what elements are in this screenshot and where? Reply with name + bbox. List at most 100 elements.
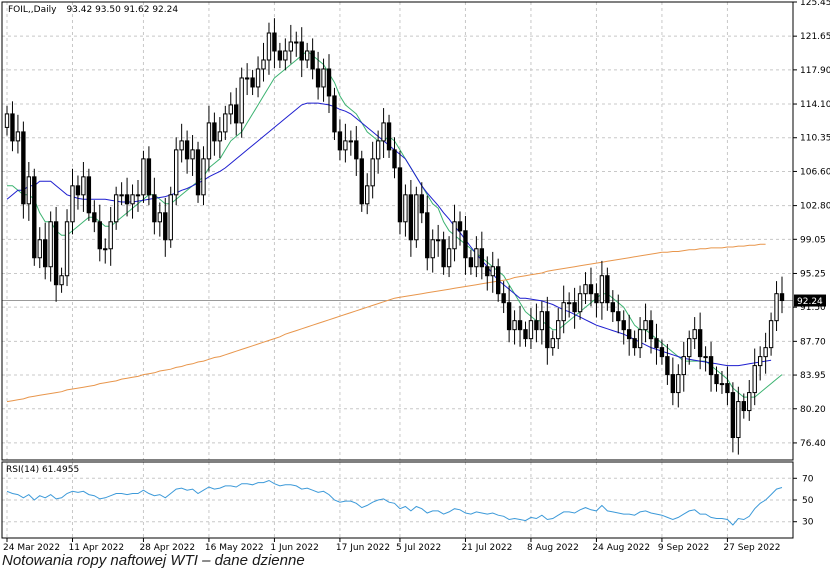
candle-body — [359, 158, 364, 205]
candle-body — [523, 329, 528, 340]
candle-body — [687, 338, 692, 358]
candle-body — [304, 50, 310, 61]
candle-body — [588, 284, 594, 295]
y-tick-label: 87.70 — [800, 337, 826, 347]
candle-body — [594, 293, 599, 304]
candle-body — [124, 194, 130, 205]
chart-svg: 125.45 121.65 117.90 114.10 110.35 106.60 102.… — [1, 0, 830, 552]
candle-body — [468, 257, 474, 268]
candle-body — [163, 212, 168, 241]
candle-body — [506, 302, 512, 331]
candle-body — [425, 212, 430, 259]
candle-body — [386, 122, 392, 151]
candle-body — [250, 77, 255, 88]
candle-body — [15, 131, 21, 142]
x-tick-label: 5 Jul 2022 — [396, 543, 441, 552]
candle-body — [632, 338, 637, 349]
candle-body — [326, 68, 332, 97]
chart-title: FOIL,,Daily 93.42 93.50 91.62 92.24 — [8, 5, 178, 15]
y-tick-label: 80.20 — [800, 405, 826, 415]
last-price-tag — [794, 294, 826, 307]
candle-body — [152, 194, 157, 223]
candle-body — [452, 221, 457, 250]
candle-body — [261, 59, 266, 70]
candle-body — [719, 383, 725, 386]
x-tick-label: 16 May 2022 — [205, 543, 264, 552]
candle-body — [457, 221, 463, 232]
candle-body — [32, 176, 37, 259]
candle-body — [496, 266, 501, 295]
candle-body — [681, 356, 686, 376]
candle-body — [86, 176, 92, 214]
candle-body — [403, 194, 408, 223]
candle-body — [626, 329, 632, 340]
y-tick-label: 99.05 — [800, 235, 826, 245]
candle-body — [577, 293, 583, 313]
candle-body — [113, 194, 119, 223]
candle-body — [599, 275, 605, 304]
candle-body — [654, 338, 659, 349]
y-tick-label: 106.60 — [800, 167, 830, 177]
y-tick-label: 76.40 — [800, 439, 826, 449]
candle-body — [435, 239, 441, 242]
candle-body — [283, 50, 288, 61]
candle-body — [255, 68, 261, 88]
x-tick-label: 9 Sep 2022 — [658, 543, 709, 552]
candle-body — [441, 239, 446, 268]
grid — [2, 1, 793, 538]
candle-body — [365, 185, 370, 205]
candle-body — [643, 320, 648, 331]
candle-body — [381, 122, 386, 142]
candle-body — [294, 41, 299, 44]
candle-body — [130, 194, 135, 205]
candle-body — [70, 185, 75, 223]
candle-body — [26, 176, 32, 205]
candle-body — [556, 320, 561, 340]
y-tick-label: 91.50 — [800, 303, 826, 313]
candle-body — [266, 32, 272, 61]
candle-body — [774, 293, 779, 322]
candle-body — [550, 338, 555, 349]
candle-body — [665, 356, 670, 376]
candle-body — [566, 302, 572, 305]
candle-body — [676, 374, 681, 394]
candle-body — [277, 50, 283, 61]
candle-body — [501, 293, 506, 304]
candle-body — [545, 311, 550, 349]
candle-body — [348, 140, 354, 143]
rsi-tick-label: 50 — [802, 496, 814, 506]
y-tick-label: 121.65 — [800, 32, 830, 42]
x-tick-label: 28 Apr 2022 — [139, 543, 195, 552]
x-tick-label: 17 Jun 2022 — [336, 543, 390, 552]
candle-body — [21, 131, 26, 205]
x-tick-label: 27 Sep 2022 — [723, 543, 780, 552]
candle-body — [572, 302, 577, 313]
candle-body — [184, 140, 190, 160]
candle-body — [392, 149, 397, 169]
candle-body — [561, 302, 566, 322]
candle-body — [463, 230, 468, 259]
candle-body — [299, 41, 304, 61]
candle-body — [81, 176, 86, 196]
main-pane-frame — [1, 1, 794, 461]
candle-body — [757, 356, 763, 367]
candle-body — [419, 194, 424, 214]
candle-body — [517, 320, 523, 331]
candle-body — [616, 311, 621, 322]
y-tick-label: 102.80 — [800, 202, 830, 212]
candle-body — [315, 68, 321, 88]
candle-body — [446, 248, 452, 268]
candle-body — [288, 41, 293, 52]
candle-body — [697, 329, 703, 358]
candle-body — [228, 104, 233, 115]
candle-body — [479, 248, 485, 268]
candle-body — [692, 329, 697, 340]
candle-body — [48, 221, 53, 268]
rsi-tick-label: 30 — [802, 518, 814, 528]
candle-body — [206, 122, 212, 160]
candle-body — [135, 194, 141, 197]
candle-body — [621, 320, 626, 331]
candle-body — [725, 383, 730, 394]
candle-body — [408, 194, 414, 241]
candle-body — [752, 365, 757, 394]
